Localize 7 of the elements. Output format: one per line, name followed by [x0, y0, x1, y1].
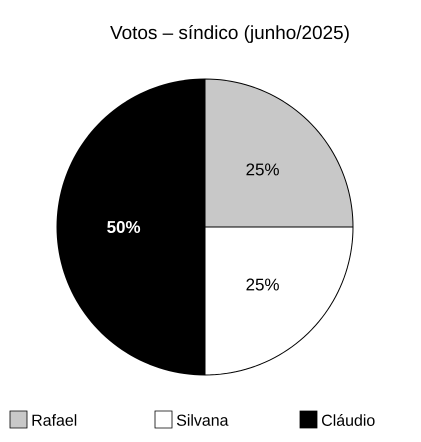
data-label: 25% [246, 163, 279, 176]
data-label: 50% [107, 221, 140, 233]
data-label: 25% [246, 278, 279, 291]
legend-label: Silvana [176, 414, 228, 426]
chart-title: Votos – síndico (junho/2025) [110, 25, 349, 43]
legend-label: Rafael [32, 414, 76, 426]
legend-label: Cláudio [322, 414, 375, 426]
